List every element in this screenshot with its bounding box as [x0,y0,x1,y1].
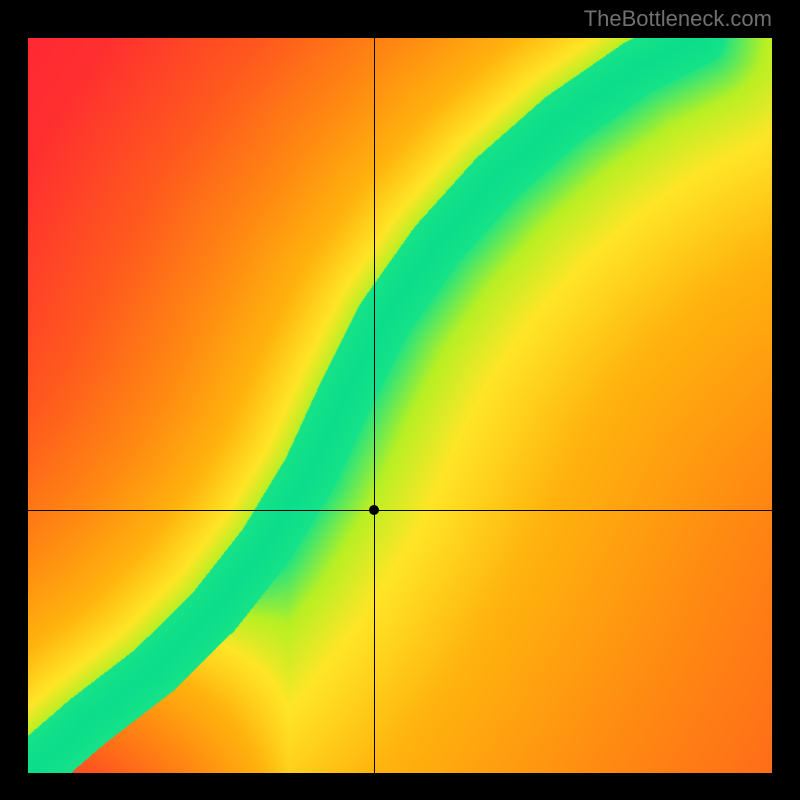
watermark-text: TheBottleneck.com [584,6,772,32]
bottleneck-heatmap [28,38,772,773]
crosshair-horizontal [28,510,772,511]
crosshair-vertical [374,38,375,773]
heatmap-canvas [28,38,772,773]
crosshair-marker [369,505,379,515]
